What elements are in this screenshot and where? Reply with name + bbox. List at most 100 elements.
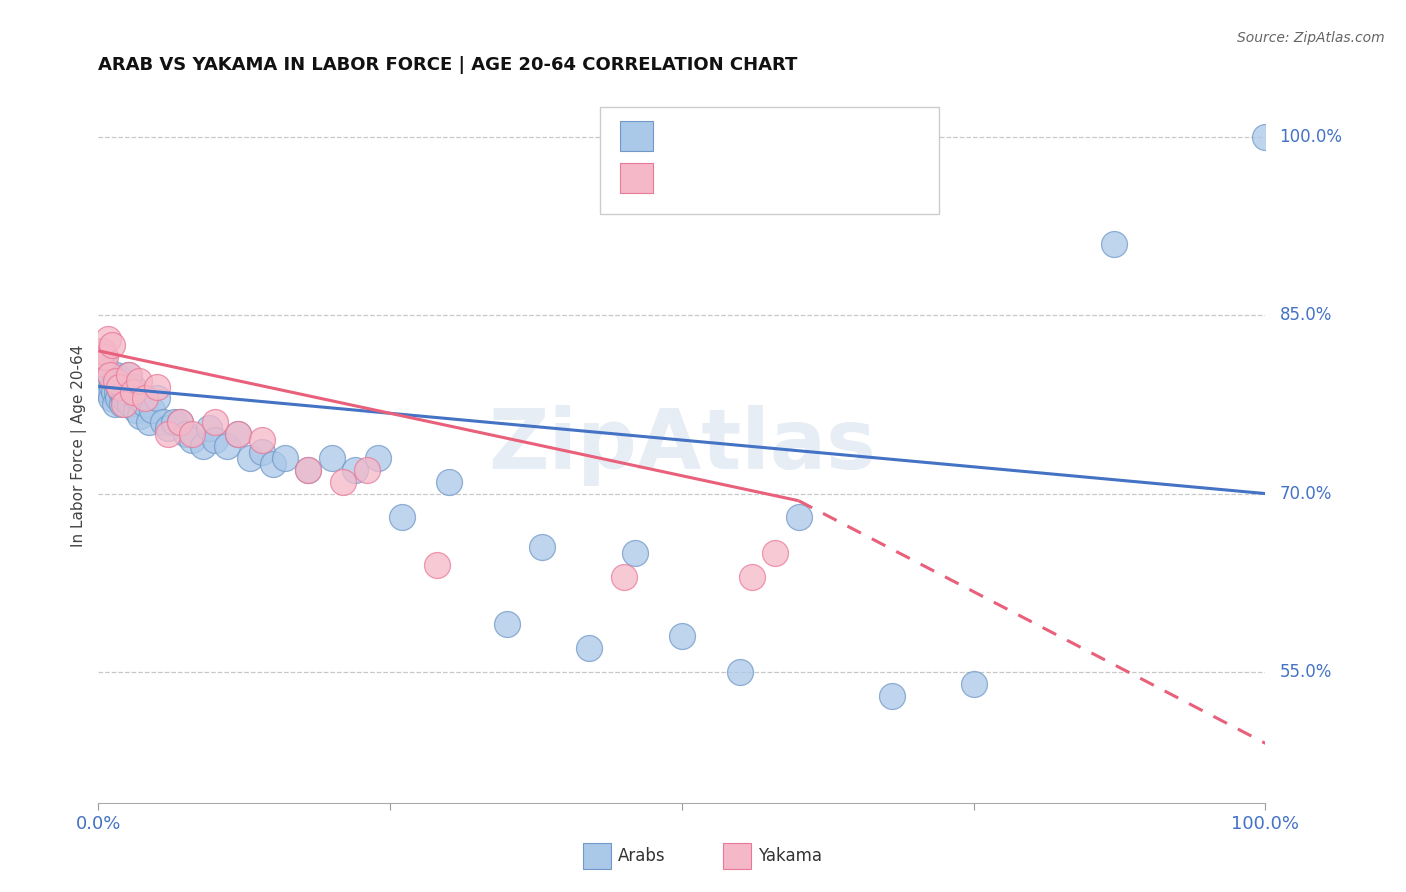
Text: N = 65: N = 65 — [823, 127, 880, 145]
FancyBboxPatch shape — [620, 120, 652, 151]
Point — [274, 450, 297, 465]
Point — [141, 403, 163, 417]
Point — [578, 641, 600, 656]
Point — [105, 385, 128, 400]
Point — [134, 397, 156, 411]
Point — [134, 392, 156, 406]
Point — [157, 421, 180, 435]
Point — [1102, 236, 1125, 251]
Point — [215, 439, 238, 453]
Y-axis label: In Labor Force | Age 20-64: In Labor Force | Age 20-64 — [72, 345, 87, 547]
Point — [94, 350, 117, 364]
Point — [122, 379, 145, 393]
Point — [169, 415, 191, 429]
Point — [613, 570, 636, 584]
Point — [122, 385, 145, 400]
Point — [101, 379, 124, 393]
Text: Source: ZipAtlas.com: Source: ZipAtlas.com — [1237, 31, 1385, 45]
Point — [228, 427, 250, 442]
Point — [204, 433, 226, 447]
Point — [204, 415, 226, 429]
Point — [250, 445, 273, 459]
Point — [180, 427, 202, 442]
Point — [98, 368, 121, 382]
Point — [163, 415, 186, 429]
Point — [129, 409, 152, 424]
Point — [198, 421, 221, 435]
Text: Yakama: Yakama — [758, 847, 821, 865]
Point — [239, 450, 262, 465]
Point — [90, 356, 112, 370]
Point — [437, 475, 460, 489]
Point — [624, 546, 647, 560]
Point — [741, 570, 763, 584]
Point — [110, 385, 132, 400]
Point — [97, 385, 120, 400]
Point — [530, 540, 553, 554]
Point — [89, 368, 111, 382]
Point — [108, 379, 131, 393]
Point — [112, 397, 135, 411]
Point — [112, 392, 135, 406]
Point — [880, 689, 903, 703]
Point — [496, 617, 519, 632]
Point — [104, 368, 127, 382]
Point — [169, 415, 191, 429]
FancyBboxPatch shape — [582, 844, 610, 869]
Point — [344, 463, 367, 477]
Point — [671, 629, 693, 643]
Point — [101, 338, 124, 352]
FancyBboxPatch shape — [600, 107, 939, 214]
Point — [125, 403, 148, 417]
Point — [730, 665, 752, 679]
Point — [91, 343, 114, 358]
Point — [180, 433, 202, 447]
Point — [157, 427, 180, 442]
Point — [763, 546, 786, 560]
Point — [297, 463, 319, 477]
Point — [96, 379, 118, 393]
Point — [391, 510, 413, 524]
Text: 55.0%: 55.0% — [1279, 663, 1331, 681]
Point — [90, 356, 112, 370]
Text: Arabs: Arabs — [617, 847, 665, 865]
Point — [152, 415, 174, 429]
Point — [103, 385, 125, 400]
Point — [426, 558, 449, 572]
Point — [228, 427, 250, 442]
Text: R =  -0.136: R = -0.136 — [666, 127, 762, 145]
Point — [146, 392, 169, 406]
Point — [108, 379, 131, 393]
Point — [332, 475, 354, 489]
Point — [111, 397, 134, 411]
Point — [127, 392, 149, 406]
Point — [193, 439, 215, 453]
Text: 70.0%: 70.0% — [1279, 484, 1331, 502]
Text: ARAB VS YAKAMA IN LABOR FORCE | AGE 20-64 CORRELATION CHART: ARAB VS YAKAMA IN LABOR FORCE | AGE 20-6… — [98, 56, 797, 74]
Point — [367, 450, 389, 465]
Point — [94, 368, 117, 382]
Point — [146, 379, 169, 393]
Point — [138, 415, 160, 429]
Point — [104, 374, 127, 388]
FancyBboxPatch shape — [723, 844, 751, 869]
Point — [262, 457, 284, 471]
Point — [297, 463, 319, 477]
Point — [787, 510, 810, 524]
Point — [100, 392, 122, 406]
Point — [97, 374, 120, 388]
Point — [118, 397, 141, 411]
Point — [91, 350, 114, 364]
Point — [104, 397, 127, 411]
Point — [98, 368, 121, 382]
Text: ZipAtlas: ZipAtlas — [488, 406, 876, 486]
Point — [250, 433, 273, 447]
Point — [174, 427, 197, 442]
Point — [90, 343, 112, 358]
Point — [321, 450, 343, 465]
Point — [1254, 129, 1277, 144]
Text: R = -0.453: R = -0.453 — [666, 169, 756, 187]
Point — [107, 392, 129, 406]
Text: 100.0%: 100.0% — [1279, 128, 1343, 145]
Point — [356, 463, 378, 477]
